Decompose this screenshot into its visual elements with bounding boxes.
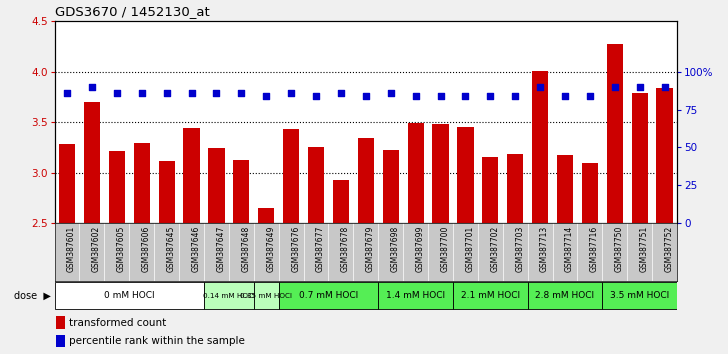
Bar bbox=[56, 316, 66, 329]
Bar bbox=[59, 144, 75, 223]
Point bbox=[385, 90, 397, 96]
Text: 0 mM HOCl: 0 mM HOCl bbox=[104, 291, 154, 300]
Bar bbox=[657, 88, 673, 223]
Point bbox=[459, 93, 471, 99]
Bar bbox=[602, 282, 677, 309]
Text: GSM387699: GSM387699 bbox=[416, 225, 424, 272]
Bar bbox=[457, 127, 473, 223]
Bar bbox=[208, 148, 224, 223]
Point bbox=[86, 84, 98, 90]
Text: dose  ▶: dose ▶ bbox=[14, 291, 51, 301]
Bar bbox=[383, 150, 399, 223]
Point bbox=[261, 93, 272, 99]
Text: GSM387606: GSM387606 bbox=[142, 225, 151, 272]
Text: GSM387605: GSM387605 bbox=[117, 225, 126, 272]
Text: 0.35 mM HOCl: 0.35 mM HOCl bbox=[240, 293, 292, 298]
Bar bbox=[432, 124, 448, 223]
Bar bbox=[55, 282, 204, 309]
Text: GSM387703: GSM387703 bbox=[515, 225, 524, 272]
Text: 2.8 mM HOCl: 2.8 mM HOCl bbox=[535, 291, 595, 300]
Text: GSM387648: GSM387648 bbox=[242, 225, 250, 272]
Text: GSM387649: GSM387649 bbox=[266, 225, 275, 272]
Point bbox=[335, 90, 347, 96]
Bar bbox=[528, 282, 602, 309]
Text: GSM387646: GSM387646 bbox=[191, 225, 200, 272]
Bar bbox=[357, 138, 374, 223]
Text: GSM387716: GSM387716 bbox=[590, 225, 599, 272]
Text: GSM387647: GSM387647 bbox=[216, 225, 226, 272]
Bar bbox=[183, 128, 199, 223]
Bar bbox=[453, 282, 528, 309]
Bar bbox=[333, 179, 349, 223]
Text: GSM387700: GSM387700 bbox=[440, 225, 449, 272]
Point bbox=[61, 90, 73, 96]
Bar bbox=[279, 282, 379, 309]
Bar bbox=[108, 152, 125, 223]
Bar bbox=[557, 155, 573, 223]
Text: GSM387601: GSM387601 bbox=[67, 225, 76, 272]
Bar bbox=[233, 160, 250, 223]
Text: GSM387678: GSM387678 bbox=[341, 225, 350, 272]
Bar bbox=[204, 282, 254, 309]
Bar bbox=[159, 161, 175, 223]
Point bbox=[111, 90, 123, 96]
Text: GSM387645: GSM387645 bbox=[167, 225, 175, 272]
Bar bbox=[582, 164, 598, 223]
Point bbox=[559, 93, 571, 99]
Bar bbox=[379, 282, 453, 309]
Point bbox=[360, 93, 372, 99]
Text: GSM387713: GSM387713 bbox=[540, 225, 549, 272]
Point bbox=[510, 93, 521, 99]
Text: GSM387714: GSM387714 bbox=[565, 225, 574, 272]
Point bbox=[236, 90, 248, 96]
Bar bbox=[84, 102, 100, 223]
Point bbox=[210, 90, 222, 96]
Point bbox=[285, 90, 297, 96]
Text: 1.4 mM HOCl: 1.4 mM HOCl bbox=[386, 291, 446, 300]
Text: GSM387679: GSM387679 bbox=[366, 225, 375, 272]
Text: 2.1 mM HOCl: 2.1 mM HOCl bbox=[461, 291, 520, 300]
Text: 3.5 mM HOCl: 3.5 mM HOCl bbox=[610, 291, 669, 300]
Bar bbox=[482, 158, 499, 223]
Text: GSM387698: GSM387698 bbox=[391, 225, 400, 272]
Text: percentile rank within the sample: percentile rank within the sample bbox=[68, 336, 245, 346]
Point bbox=[485, 93, 496, 99]
Point bbox=[310, 93, 322, 99]
Bar bbox=[308, 147, 324, 223]
Bar bbox=[507, 154, 523, 223]
Text: GDS3670 / 1452130_at: GDS3670 / 1452130_at bbox=[55, 5, 210, 18]
Text: transformed count: transformed count bbox=[68, 318, 166, 327]
Point bbox=[186, 90, 197, 96]
Bar bbox=[134, 143, 150, 223]
Text: GSM387677: GSM387677 bbox=[316, 225, 325, 272]
Bar bbox=[56, 335, 66, 347]
Bar bbox=[632, 93, 648, 223]
Bar bbox=[408, 123, 424, 223]
Bar bbox=[258, 208, 274, 223]
Text: GSM387602: GSM387602 bbox=[92, 225, 101, 272]
Point bbox=[136, 90, 148, 96]
Bar bbox=[606, 45, 623, 223]
Text: GSM387751: GSM387751 bbox=[640, 225, 649, 272]
Bar bbox=[254, 282, 279, 309]
Point bbox=[609, 84, 621, 90]
Text: GSM387701: GSM387701 bbox=[465, 225, 475, 272]
Text: GSM387676: GSM387676 bbox=[291, 225, 300, 272]
Text: 0.7 mM HOCl: 0.7 mM HOCl bbox=[299, 291, 358, 300]
Point bbox=[435, 93, 446, 99]
Text: GSM387752: GSM387752 bbox=[665, 225, 673, 272]
Point bbox=[634, 84, 646, 90]
Text: GSM387750: GSM387750 bbox=[615, 225, 624, 272]
Bar bbox=[283, 129, 299, 223]
Text: GSM387702: GSM387702 bbox=[491, 225, 499, 272]
Point bbox=[534, 84, 546, 90]
Point bbox=[161, 90, 173, 96]
Bar bbox=[532, 71, 548, 223]
Point bbox=[410, 93, 422, 99]
Text: 0.14 mM HOCl: 0.14 mM HOCl bbox=[203, 293, 255, 298]
Point bbox=[584, 93, 596, 99]
Point bbox=[659, 84, 670, 90]
